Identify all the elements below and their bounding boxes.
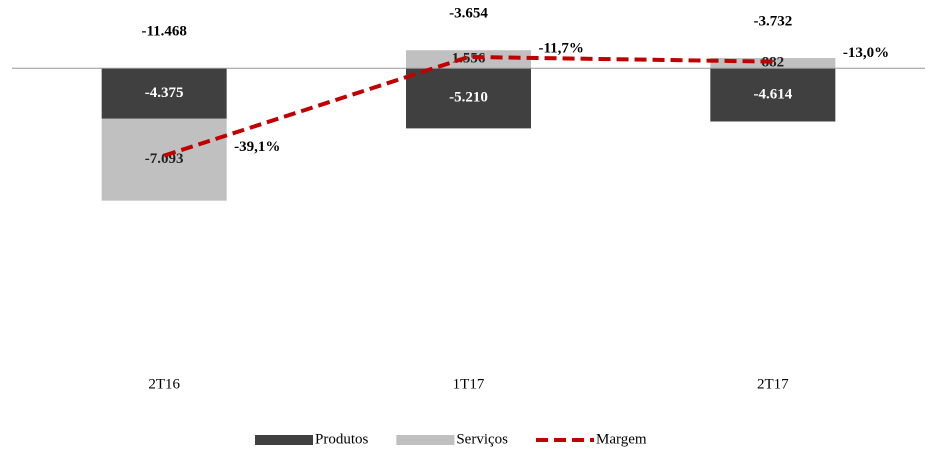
data-label: 882 [762,55,785,71]
data-label: -5.210 [449,90,488,106]
margin-label: -13,0% [843,45,889,61]
bar-segment [406,50,531,69]
bar-segment [101,118,227,201]
bar-segment [406,68,531,129]
data-label: 1.556 [452,51,486,67]
legend-swatch [255,435,313,445]
total-label: -3.732 [753,13,792,29]
margin-label: -39,1% [234,139,280,155]
total-label: -11.468 [141,24,186,40]
legend-swatch [396,435,455,445]
x-tick-label: 1T17 [453,376,485,392]
data-label: -4.375 [145,85,184,101]
bar-segment [710,68,836,122]
legend-label: Serviços [456,431,508,447]
margin-line [163,54,773,158]
x-tick-label: 2T17 [757,376,789,392]
bar-segment [710,58,836,69]
legend-label: Margem [596,431,647,447]
data-label: -7.093 [145,151,184,167]
x-tick-label: 2T16 [148,376,180,392]
margin-label: -11,7% [539,40,584,56]
bar-segment [101,68,227,119]
data-label: -4.614 [753,86,792,102]
total-label: -3.654 [449,6,488,22]
legend-label: Produtos [315,431,369,447]
